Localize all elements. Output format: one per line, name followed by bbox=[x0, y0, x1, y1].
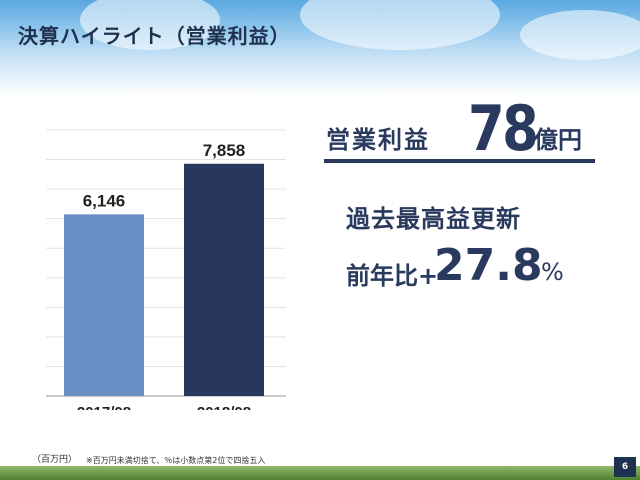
x-tick-label: 2018/08 bbox=[197, 404, 251, 410]
unit-note: （百万円） bbox=[32, 455, 78, 465]
x-tick-label: 2017/08 bbox=[77, 404, 131, 410]
cloud-decoration bbox=[80, 0, 220, 50]
bar-2017-08 bbox=[64, 214, 144, 396]
record-profit-text: 過去最高益更新 bbox=[346, 205, 521, 233]
operating-income-unit: 億円 bbox=[534, 126, 582, 154]
bar-value-label: 7,858 bbox=[203, 141, 246, 160]
operating-income-bar-chart: 6,146 2017/08 7,858 2018/08 bbox=[46, 129, 286, 410]
operating-income-value: 78 bbox=[468, 92, 539, 165]
bar-value-label: 6,146 bbox=[83, 191, 126, 210]
operating-income-label: 営業利益 bbox=[326, 126, 430, 154]
page-number: 6 bbox=[614, 457, 636, 477]
cloud-decoration bbox=[520, 10, 640, 60]
chart-bars: 6,146 2017/08 7,858 2018/08 bbox=[64, 141, 264, 410]
grass-decoration bbox=[0, 466, 640, 480]
yoy-prefix: 前年比+ bbox=[346, 262, 439, 290]
highlight-underline bbox=[324, 159, 595, 163]
yoy-value: 27.8 bbox=[434, 240, 543, 291]
yoy-percent-sign: % bbox=[541, 258, 564, 286]
bar-2018-08 bbox=[184, 163, 264, 396]
footnote: ※百万円未満切捨て、％は小数点第2位で四捨五入 bbox=[86, 456, 266, 465]
slide-title: 決算ハイライト（営業利益） bbox=[18, 24, 291, 48]
